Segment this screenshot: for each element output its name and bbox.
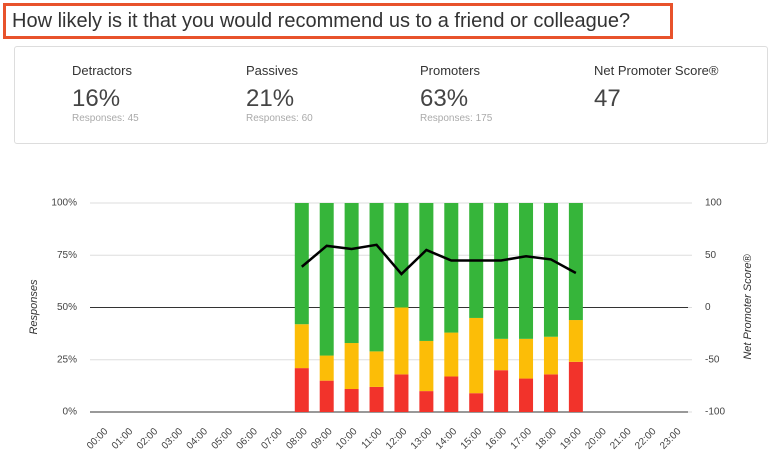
x-tick-label: 16:00: [484, 426, 510, 452]
x-tick-label: 22:00: [633, 426, 659, 452]
bar-segment: [494, 338, 509, 371]
bar-segment: [369, 351, 384, 387]
summary-responses: Responses: 60: [246, 113, 313, 124]
summary-item: Detractors 16% Responses: 45: [72, 63, 242, 124]
bar-segment: [294, 203, 309, 325]
y-axis-title: Responses: [28, 279, 40, 335]
bar-segment: [494, 203, 509, 339]
bar-segment: [344, 389, 359, 412]
x-tick-label: 09:00: [309, 426, 335, 452]
bar-segment: [394, 203, 409, 308]
summary-item: Net Promoter Score® 47: [594, 63, 764, 112]
summary-label: Promoters: [420, 63, 480, 78]
bar-segment: [519, 338, 534, 379]
y-tick-label: 25%: [57, 354, 77, 365]
bar-segment: [419, 391, 434, 412]
bar-segment: [543, 336, 558, 375]
bar-segment: [568, 320, 583, 362]
x-tick-label: 01:00: [110, 426, 136, 452]
question: How likely is it that you would recommen…: [12, 10, 631, 32]
summary-label: Detractors: [72, 63, 132, 78]
x-tick-label: 13:00: [409, 426, 435, 452]
summary-item: Promoters 63% Responses: 175: [420, 63, 590, 124]
summary-value: 47: [594, 85, 621, 112]
y2-tick-label: 50: [705, 250, 717, 261]
x-tick-label: 10:00: [334, 426, 360, 452]
bar-segment: [319, 355, 334, 381]
x-tick-label: 19:00: [558, 426, 584, 452]
bar-segment: [344, 203, 359, 344]
bar-segment: [294, 368, 309, 412]
question-box: How likely is it that you would recommen…: [3, 3, 673, 39]
y2-tick-label: 0: [705, 302, 711, 313]
bar-segment: [444, 203, 459, 333]
summary-value: 21%: [246, 85, 295, 112]
bar-segment: [444, 332, 459, 377]
summary-label: Net Promoter Score®: [594, 63, 719, 78]
x-tick-label: 21:00: [608, 426, 634, 452]
y2-tick-label: -100: [705, 407, 725, 418]
x-tick-label: 03:00: [160, 426, 186, 452]
y-tick-label: 100%: [51, 198, 77, 209]
bar-segment: [294, 324, 309, 369]
x-tick-label: 15:00: [459, 426, 485, 452]
x-tick-label: 18:00: [533, 426, 559, 452]
bar-segment: [469, 393, 484, 412]
bar-segment: [519, 378, 534, 412]
bar-segment: [543, 374, 558, 412]
x-tick-label: 06:00: [234, 426, 260, 452]
bar-segment: [568, 361, 583, 412]
bar-segment: [319, 380, 334, 412]
summary-label: Passives: [246, 63, 299, 78]
bar-segment: [394, 374, 409, 412]
x-tick-label: 11:00: [360, 426, 385, 451]
y-tick-label: 50%: [57, 302, 77, 313]
summary-responses: Responses: 45: [72, 113, 139, 124]
x-tick-label: 14:00: [434, 426, 460, 452]
y2-tick-label: 100: [705, 198, 722, 209]
summary-item: Passives 21% Responses: 60: [246, 63, 416, 124]
summary-card: Detractors 16% Responses: 45 Passives 21% Res…: [14, 46, 768, 144]
bar-segment: [419, 203, 434, 341]
bar-segment: [519, 203, 534, 339]
bar-segment: [543, 203, 558, 337]
bar-segment: [369, 386, 384, 412]
bar-segment: [394, 307, 409, 375]
y2-axis-title: Net Promoter Score®: [742, 253, 754, 359]
bar-segment: [444, 376, 459, 412]
x-tick-label: 12:00: [384, 426, 410, 452]
bar-segment: [344, 343, 359, 390]
nps-line: [300, 243, 577, 276]
y2-tick-label: -50: [705, 354, 720, 365]
x-tick-label: 05:00: [210, 426, 236, 452]
y-tick-label: 75%: [57, 250, 77, 261]
bar-segment: [469, 317, 484, 394]
x-tick-label: 02:00: [135, 426, 161, 452]
bar-segment: [568, 203, 583, 321]
x-tick-label: 00:00: [85, 426, 111, 452]
summary-value: 63%: [420, 85, 469, 112]
x-tick-label: 20:00: [583, 426, 609, 452]
bar-segment: [419, 340, 434, 392]
bar-segment: [369, 203, 384, 352]
x-tick-label: 07:00: [259, 426, 285, 452]
x-tick-label: 17:00: [509, 426, 535, 452]
y-tick-label: 0%: [63, 407, 78, 418]
bar-segment: [494, 370, 509, 412]
x-tick-label: 23:00: [658, 426, 684, 452]
x-tick-label: 08:00: [284, 426, 310, 452]
summary-responses: Responses: 175: [420, 113, 493, 124]
summary-value: 16%: [72, 85, 121, 112]
x-tick-label: 04:00: [185, 426, 211, 452]
bar-segment: [319, 203, 334, 356]
